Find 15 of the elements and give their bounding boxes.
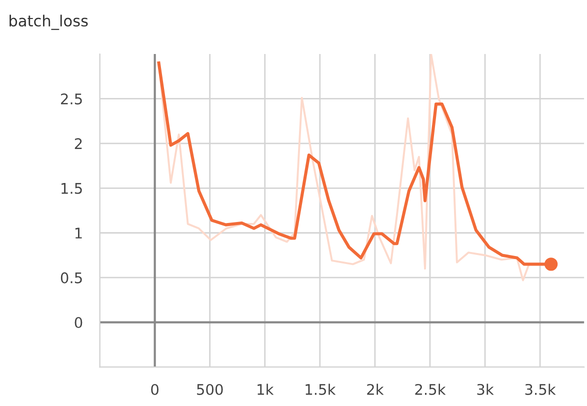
y-tick-label: 0.5: [60, 272, 82, 284]
x-tick-label: 1k: [258, 384, 274, 395]
chart-title: batch_loss: [10, 14, 88, 30]
x-tick-label: 1.5k: [306, 384, 336, 395]
y-tick-label: 1.5: [62, 183, 82, 194]
x-tick-label: 0: [151, 384, 158, 395]
x-tick-label: 2k: [367, 384, 384, 395]
y-tick-label: 1: [75, 228, 82, 238]
x-tick-label: 3.5k: [525, 384, 556, 395]
y-tick-label: 2: [74, 138, 82, 149]
x-tick-label: 3k: [477, 384, 494, 395]
y-tick-label: 2.5: [61, 93, 82, 104]
x-tick-label: 500: [197, 384, 223, 395]
x-tick-label: 2.5k: [415, 384, 446, 395]
y-tick-label: 0: [74, 317, 82, 328]
